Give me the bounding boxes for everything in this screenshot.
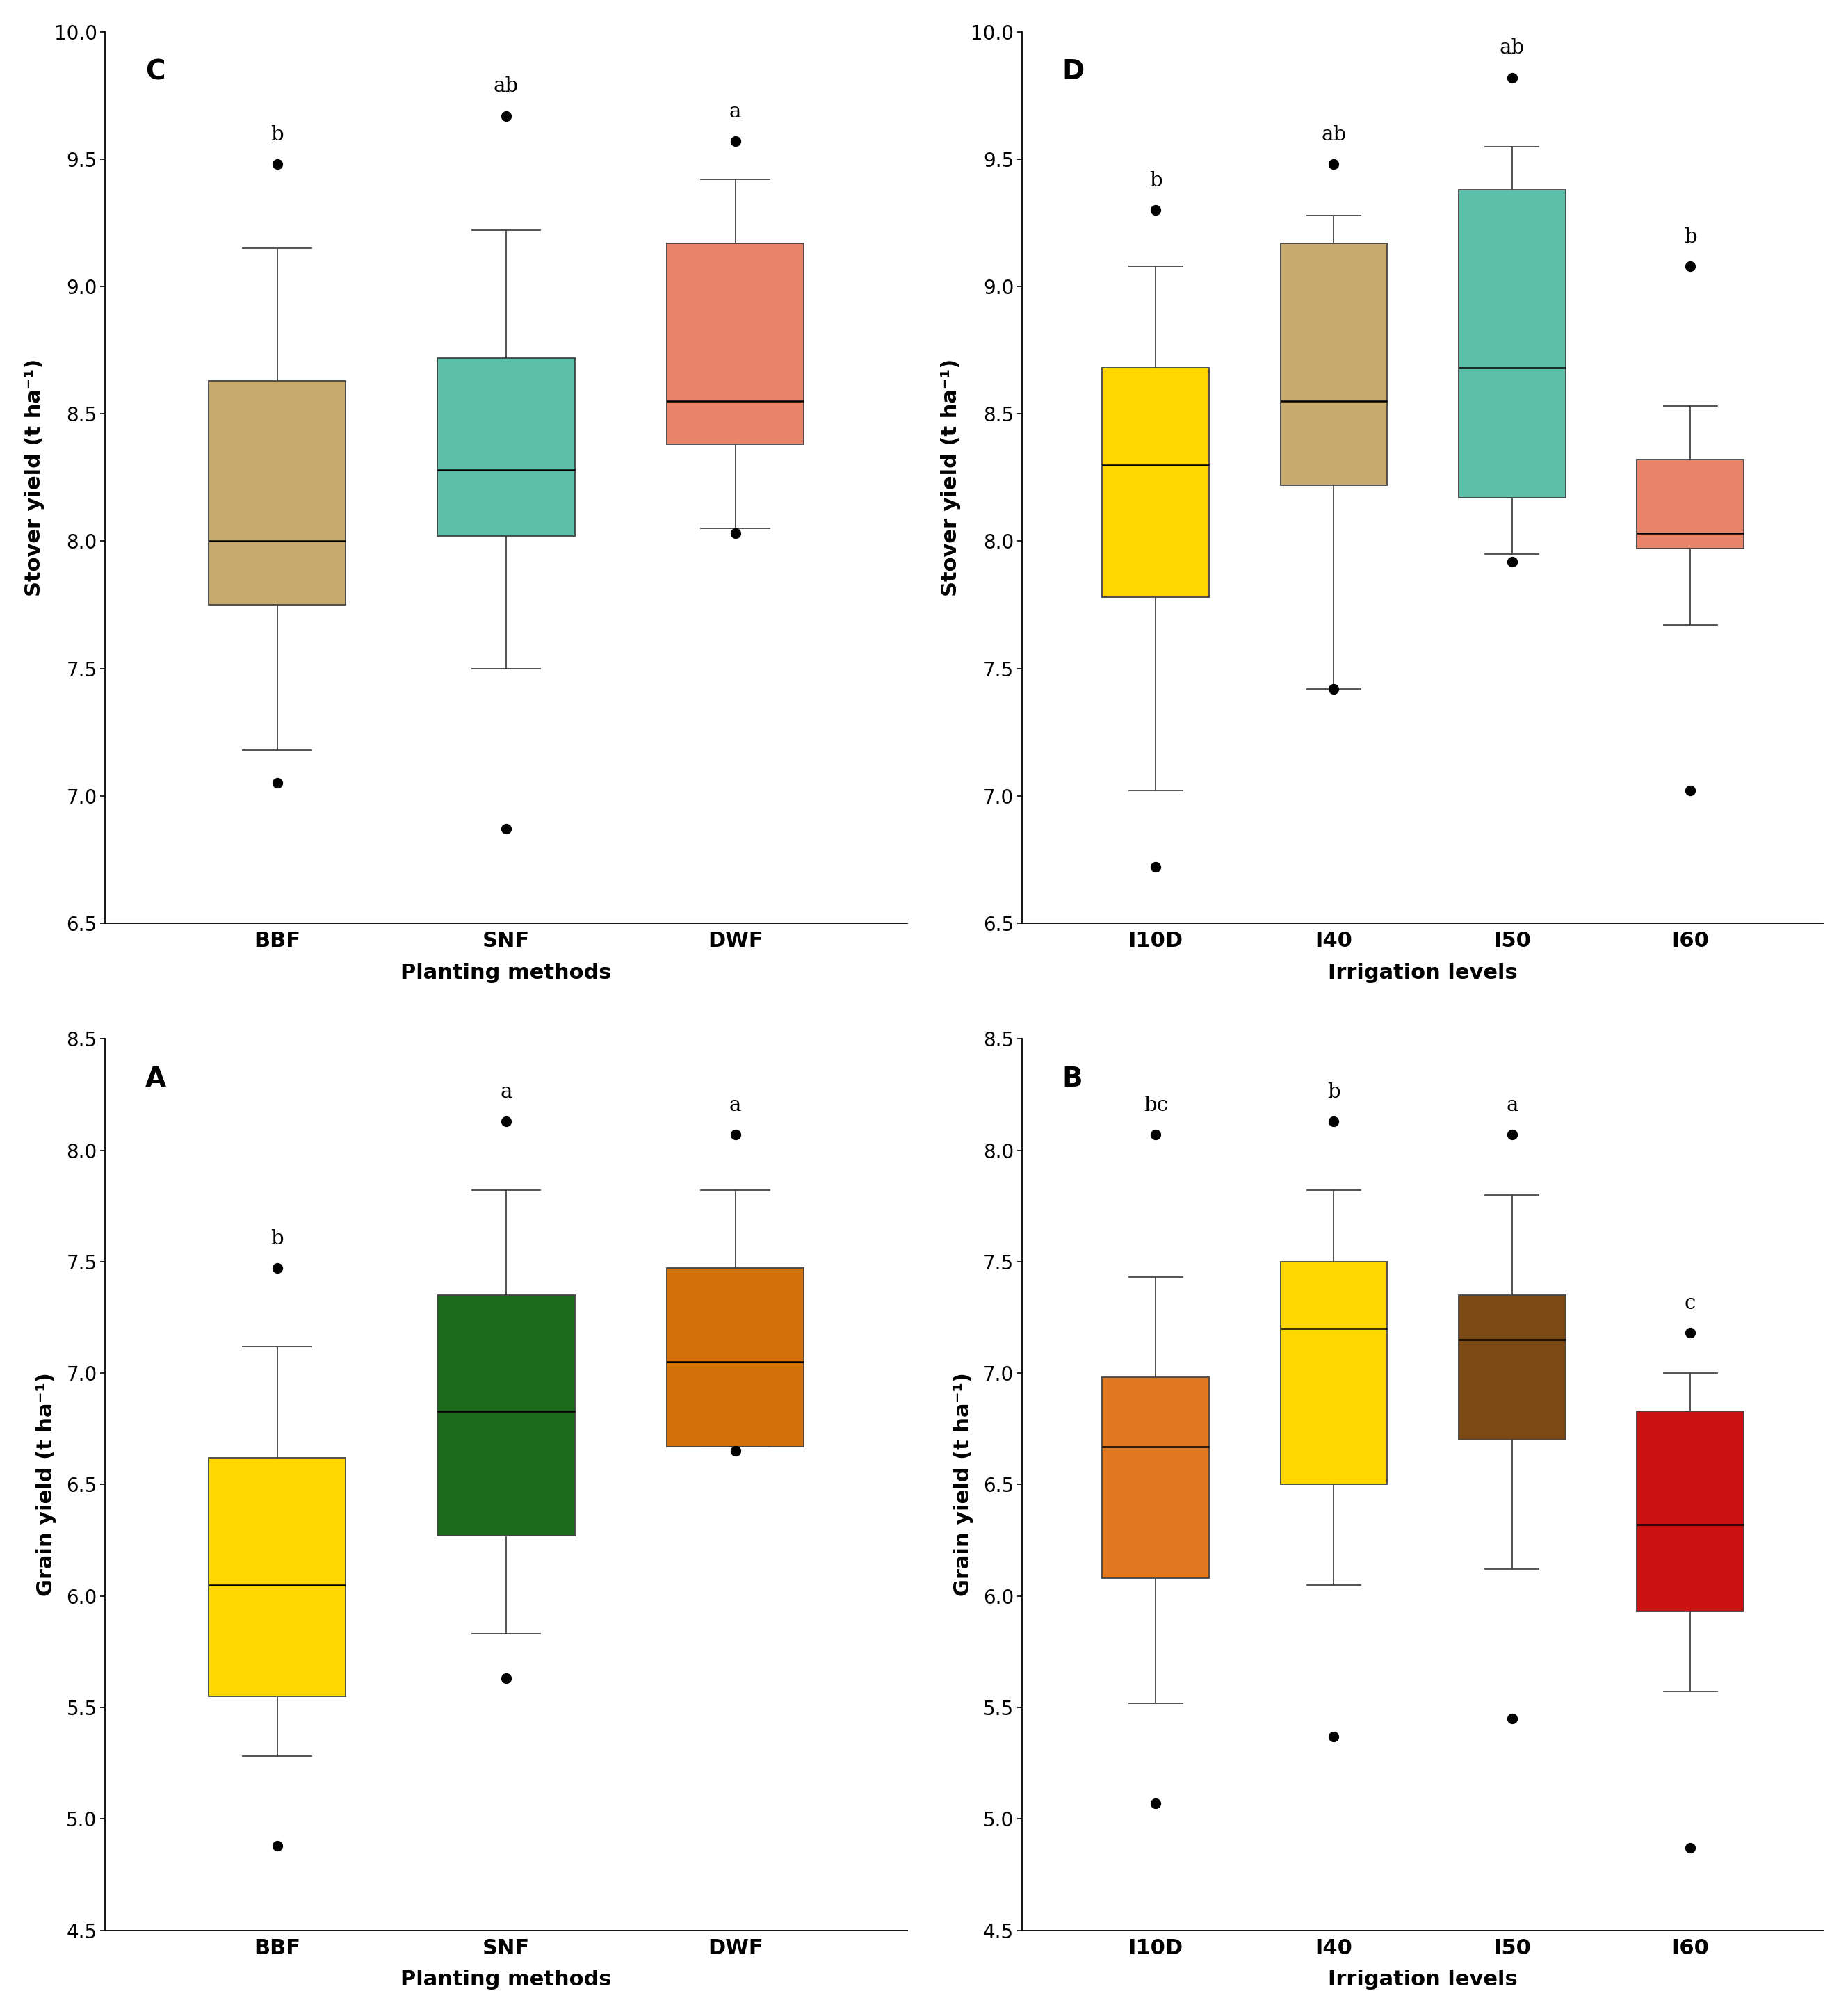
PathPatch shape [1101, 369, 1209, 598]
PathPatch shape [1281, 1261, 1388, 1484]
X-axis label: Planting methods: Planting methods [401, 963, 612, 983]
Text: b: b [1684, 228, 1696, 246]
PathPatch shape [1281, 244, 1388, 485]
PathPatch shape [667, 1269, 804, 1446]
PathPatch shape [1637, 459, 1745, 550]
Text: b: b [1149, 171, 1162, 191]
PathPatch shape [1637, 1412, 1745, 1611]
PathPatch shape [1458, 1295, 1565, 1440]
Text: a: a [1506, 1096, 1517, 1116]
PathPatch shape [209, 1458, 346, 1696]
Text: b: b [270, 1229, 283, 1249]
Y-axis label: Grain yield (t ha⁻¹): Grain yield (t ha⁻¹) [37, 1374, 57, 1597]
X-axis label: Planting methods: Planting methods [401, 1970, 612, 1990]
Y-axis label: Stover yield (t ha⁻¹): Stover yield (t ha⁻¹) [24, 358, 44, 596]
Text: ab: ab [1499, 38, 1525, 58]
Text: D: D [1063, 58, 1085, 85]
Y-axis label: Stover yield (t ha⁻¹): Stover yield (t ha⁻¹) [941, 358, 961, 596]
Text: b: b [1327, 1082, 1340, 1102]
Text: c: c [1685, 1293, 1696, 1313]
PathPatch shape [438, 1295, 575, 1537]
Text: b: b [270, 125, 283, 145]
PathPatch shape [1101, 1378, 1209, 1579]
X-axis label: Irrigation levels: Irrigation levels [1329, 1970, 1517, 1990]
PathPatch shape [1458, 189, 1565, 497]
Text: a: a [501, 1082, 512, 1102]
Text: a: a [730, 103, 741, 121]
Text: bc: bc [1144, 1096, 1168, 1116]
Text: ab: ab [493, 77, 519, 97]
PathPatch shape [438, 358, 575, 536]
Text: A: A [146, 1065, 166, 1092]
Text: a: a [730, 1096, 741, 1116]
PathPatch shape [667, 244, 804, 445]
X-axis label: Irrigation levels: Irrigation levels [1329, 963, 1517, 983]
Text: ab: ab [1321, 125, 1347, 145]
Text: B: B [1063, 1065, 1083, 1092]
Y-axis label: Grain yield (t ha⁻¹): Grain yield (t ha⁻¹) [954, 1374, 974, 1597]
PathPatch shape [209, 381, 346, 604]
Text: C: C [146, 58, 164, 85]
